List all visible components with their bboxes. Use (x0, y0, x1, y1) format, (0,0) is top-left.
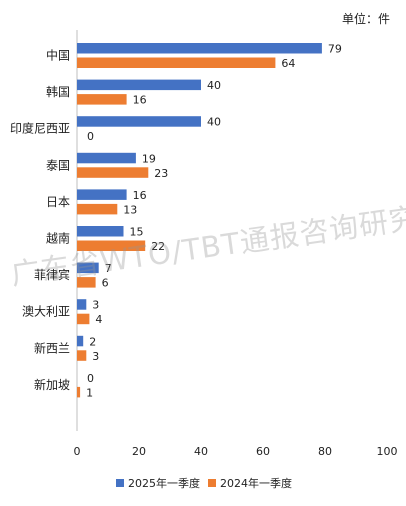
data-label-2024: 6 (102, 277, 109, 290)
bar-2025 (77, 335, 84, 347)
category-label: 韩国 (46, 84, 70, 99)
data-label-2024: 3 (92, 350, 99, 363)
data-label-2025: 40 (207, 79, 221, 92)
bar-2024 (77, 313, 90, 325)
data-label-2024: 1 (86, 386, 93, 399)
bar-2024 (77, 240, 146, 251)
category-label: 印度尼西亚 (10, 121, 70, 136)
category-label: 新加坡 (34, 377, 70, 392)
bar-2024 (77, 386, 81, 398)
category-label: 泰国 (46, 158, 70, 172)
category-label: 澳大利亚 (22, 305, 70, 319)
data-label-2024: 23 (154, 167, 168, 180)
legend-label: 2024年一季度 (220, 476, 292, 490)
data-label-2024: 64 (281, 57, 295, 70)
category-label: 越南 (46, 231, 70, 246)
bar-2025 (77, 299, 87, 310)
bar-2024 (77, 57, 276, 68)
bar-2025 (77, 152, 136, 164)
data-label-2025: 79 (328, 43, 342, 56)
unit-label: 单位：件 (341, 12, 390, 26)
bar-2024 (77, 94, 127, 105)
bar-2024 (77, 277, 96, 288)
data-label-2025: 7 (105, 262, 112, 275)
data-label-2025: 3 (92, 299, 99, 312)
bar-2025 (77, 226, 124, 237)
data-label-2025: 2 (89, 335, 96, 348)
data-label-2024: 0 (87, 130, 94, 143)
bar-2025 (77, 116, 201, 127)
category-label: 菲律宾 (34, 267, 70, 282)
x-tick-label: 40 (194, 445, 208, 458)
legend-swatch (116, 479, 124, 487)
data-label-2024: 16 (133, 94, 147, 107)
category-label: 中国 (46, 48, 70, 63)
legend-label: 2025年一季度 (128, 476, 200, 490)
data-label-2024: 22 (151, 240, 165, 253)
x-tick-label: 20 (132, 445, 146, 458)
category-label: 日本 (46, 195, 70, 209)
bar-2025 (77, 262, 99, 274)
bar-2024 (77, 350, 87, 361)
data-label-2025: 16 (133, 189, 147, 202)
x-tick-label: 100 (377, 445, 398, 458)
legend-swatch (208, 479, 216, 487)
data-label-2024: 4 (95, 313, 102, 326)
bar-2025 (77, 43, 322, 54)
bar-2024 (77, 167, 149, 178)
data-label-2025: 0 (87, 372, 94, 385)
category-label: 新西兰 (34, 340, 70, 355)
x-tick-label: 60 (256, 445, 270, 458)
data-label-2025: 19 (142, 152, 156, 165)
bar-2025 (77, 79, 201, 91)
bar-2025 (77, 189, 127, 200)
data-label-2024: 13 (123, 203, 137, 216)
data-label-2025: 40 (207, 116, 221, 129)
x-tick-label: 0 (74, 445, 81, 458)
x-tick-label: 80 (318, 445, 332, 458)
bar-2024 (77, 203, 118, 215)
data-label-2025: 15 (130, 226, 144, 239)
